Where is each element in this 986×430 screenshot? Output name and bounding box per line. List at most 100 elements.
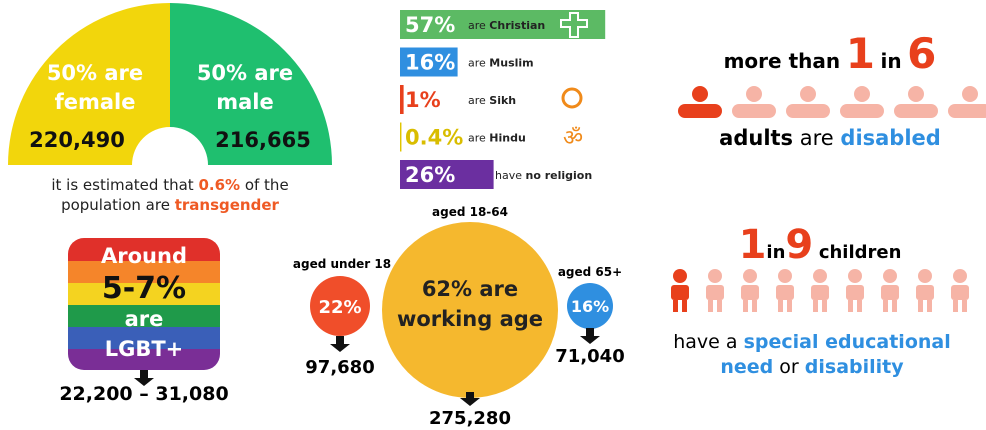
lgbt-line: Around	[101, 244, 187, 268]
subject: adults	[719, 126, 793, 150]
numerator: 1	[846, 29, 875, 78]
child-leg	[682, 300, 687, 312]
denominator: 9	[785, 222, 813, 268]
lgbt-line: are	[125, 307, 164, 331]
religion-text: are Christian	[468, 19, 545, 32]
children-caption2: need or disability	[720, 356, 904, 378]
denominator: 6	[907, 29, 936, 78]
verb: are	[800, 126, 834, 150]
note-text: population are	[61, 196, 170, 214]
child-head	[883, 269, 897, 283]
adult-body	[948, 104, 986, 118]
emphasis: disabled	[840, 126, 940, 150]
age-percent: 62% are	[422, 277, 518, 301]
religion-percent: 26%	[405, 163, 455, 187]
gender-label: male	[216, 90, 274, 114]
religion-text: are Muslim	[468, 57, 534, 70]
child-leg	[953, 300, 958, 312]
disability-headline: more than 1 in 6	[724, 29, 937, 78]
in: in	[881, 49, 902, 73]
gender-label: female	[55, 90, 136, 114]
age-percent: 16%	[571, 297, 609, 316]
adult-head	[962, 86, 978, 102]
disability-caption: adults are disabled	[719, 126, 941, 150]
subject: children	[819, 242, 902, 263]
crescent-icon	[568, 50, 580, 74]
note-text: of the	[245, 176, 289, 194]
adult-head	[908, 86, 924, 102]
religion-text: are Sikh	[468, 94, 516, 107]
caption-emphasis: special educational	[744, 331, 951, 353]
religion-name: Christian	[489, 19, 545, 32]
gender-label: 50% are	[47, 61, 143, 85]
note-text: it is estimated that	[51, 176, 193, 194]
religion-bar	[400, 123, 401, 152]
arrow	[330, 336, 350, 352]
child-leg	[892, 300, 897, 312]
child-leg	[717, 300, 722, 312]
child-head	[743, 269, 757, 283]
age-label: aged 65+	[558, 265, 622, 279]
religion-verb: are	[468, 132, 486, 145]
child-leg	[927, 300, 932, 312]
arrow	[580, 328, 600, 344]
child-leg	[778, 300, 783, 312]
adult-body	[894, 104, 938, 118]
adult-head	[800, 86, 816, 102]
adult-icons	[678, 86, 986, 118]
adult-body	[678, 104, 722, 118]
child-leg	[708, 300, 713, 312]
adult-body	[732, 104, 776, 118]
child-body	[776, 285, 794, 300]
child-leg	[787, 300, 792, 312]
religion-name: Sikh	[489, 94, 516, 107]
child-leg	[752, 300, 757, 312]
adult-body	[840, 104, 884, 118]
child-body	[916, 285, 934, 300]
child-leg	[962, 300, 967, 312]
religion-bar	[400, 85, 404, 114]
caption-text: have a	[673, 331, 737, 353]
child-body	[741, 285, 759, 300]
religion-percent: 1%	[405, 88, 441, 112]
child-head	[953, 269, 967, 283]
child-body	[846, 285, 864, 300]
adult-body	[786, 104, 830, 118]
gender-count: 216,665	[215, 128, 311, 152]
religion-name: Hindu	[489, 132, 526, 145]
age-label: aged under 18	[293, 257, 391, 271]
child-body	[881, 285, 899, 300]
child-head	[673, 269, 687, 283]
age-label: aged 18-64	[432, 205, 508, 219]
infographic: 50% arefemale220,49050% aremale216,665 i…	[0, 0, 986, 430]
child-leg	[673, 300, 678, 312]
caption-emphasis: need	[720, 356, 773, 378]
lgbt-figure: 5-7%	[102, 271, 186, 306]
children-caption1: have a special educational	[673, 331, 951, 353]
gender-label: 50% are	[197, 61, 293, 85]
note-line2: population are transgender	[61, 196, 279, 214]
age-count: 71,040	[555, 346, 624, 367]
child-body	[951, 285, 969, 300]
religion-name: no religion	[526, 169, 593, 182]
adult-head	[746, 86, 762, 102]
age-count: 275,280	[429, 408, 511, 429]
lgbt-range: 22,200 – 31,080	[59, 383, 228, 405]
caption-emphasis: disability	[805, 356, 904, 378]
note-emphasis: transgender	[175, 196, 280, 214]
child-body	[811, 285, 829, 300]
child-leg	[813, 300, 818, 312]
child-leg	[883, 300, 888, 312]
religion-text: have no religion	[495, 169, 592, 182]
religion-percent: 16%	[405, 51, 455, 75]
child-leg	[918, 300, 923, 312]
child-head	[708, 269, 722, 283]
age-percent: 22%	[318, 297, 361, 318]
lead: more than	[724, 49, 841, 73]
child-head	[848, 269, 862, 283]
note-highlight: 0.6%	[198, 176, 240, 194]
religion-panel: 57%are Christian16%are Muslim1%are Sikh0…	[400, 10, 605, 189]
religion-verb: are	[468, 94, 486, 107]
child-body	[671, 285, 689, 300]
adult-head	[854, 86, 870, 102]
